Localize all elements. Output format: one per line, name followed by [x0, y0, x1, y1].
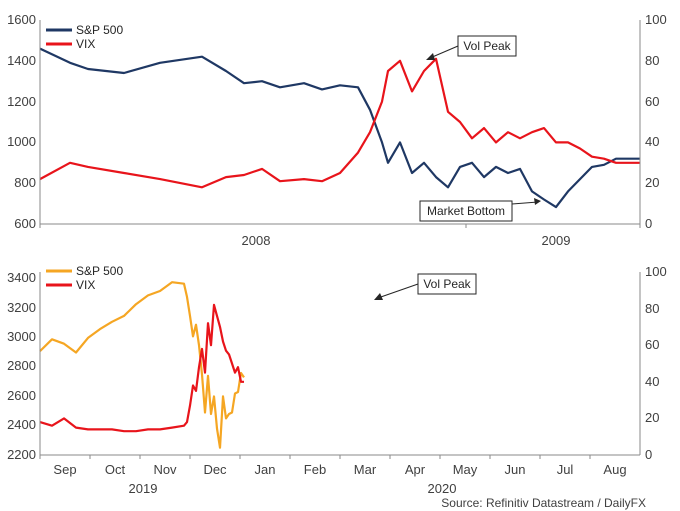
chart-top: 600 800 1000 1200 1400 1600 0 20 40 60 8… [7, 12, 667, 248]
annotation-arrow [429, 45, 459, 59]
bottom-ytick-left: 3200 [7, 300, 36, 315]
annotation-box [419, 200, 513, 222]
bottom-ytick-left: 2400 [7, 417, 36, 432]
bottom-ytick-right: 40 [645, 374, 659, 389]
bottom-legend: S&P 500 VIX [46, 264, 123, 292]
bottom-ytick-right: 100 [645, 264, 667, 279]
top-ytick-left: 1600 [7, 12, 36, 27]
year-label-2019: 2019 [129, 481, 158, 496]
top-ytick-right: 20 [645, 175, 659, 190]
top-plot-marks [39, 47, 640, 209]
year-label-2020: 2020 [428, 481, 457, 496]
bottom-xtick-label: Mar [354, 462, 377, 477]
annotation-label: Market Bottom [427, 204, 505, 218]
annotation-vol-peak-bottom: Vol Peak [374, 273, 477, 300]
legend-label-sp500: S&P 500 [76, 23, 123, 37]
series-line-vix [39, 303, 244, 433]
bottom-xtick-label: Jul [557, 462, 574, 477]
bottom-xtick-label: Feb [304, 462, 326, 477]
bottom-plot-marks [39, 281, 245, 449]
bottom-x-ticks: Sep Oct Nov Dec Jan Feb Mar Apr May Jun Jul Aug [39, 455, 627, 477]
series-line-s-p-500 [39, 281, 245, 449]
top-ytick-right: 40 [645, 134, 659, 149]
top-ytick-left: 800 [14, 175, 36, 190]
annotation-label: Vol Peak [423, 277, 471, 291]
series-line-s-p-500 [39, 47, 640, 209]
bottom-xtick-label: Oct [105, 462, 126, 477]
bottom-ytick-left: 2200 [7, 447, 36, 462]
annotation-vol-peak-top: Vol Peak [426, 35, 517, 60]
bottom-ytick-right: 60 [645, 337, 659, 352]
top-legend: S&P 500 VIX [46, 23, 123, 51]
annotation-box [457, 35, 517, 57]
top-ytick-left: 600 [14, 216, 36, 231]
bottom-xtick-label: Jun [505, 462, 526, 477]
series-line-vix [39, 57, 640, 189]
annotation-arrow [377, 283, 419, 299]
top-ytick-left: 1200 [7, 94, 36, 109]
top-xtick-label: 2008 [242, 233, 271, 248]
top-ytick-right: 0 [645, 216, 652, 231]
top-ytick-right: 80 [645, 53, 659, 68]
top-ytick-right: 100 [645, 12, 667, 27]
top-ytick-right: 60 [645, 94, 659, 109]
top-ytick-left: 1400 [7, 53, 36, 68]
annotation-arrowhead [374, 293, 383, 300]
annotation-market-bottom: Market Bottom [419, 198, 541, 222]
annotation-arrow [511, 201, 539, 205]
bottom-xtick-label: Dec [203, 462, 227, 477]
annotation-arrowhead [534, 198, 541, 205]
bottom-xtick-label: Apr [405, 462, 426, 477]
bottom-ytick-left: 2800 [7, 358, 36, 373]
bottom-xtick-label: Aug [603, 462, 626, 477]
annotation-arrowhead [426, 53, 435, 60]
bottom-ytick-left: 3000 [7, 329, 36, 344]
legend-label-sp500: S&P 500 [76, 264, 123, 278]
bottom-ytick-right: 20 [645, 410, 659, 425]
annotation-label: Vol Peak [463, 39, 511, 53]
bottom-ytick-right: 0 [645, 447, 652, 462]
bottom-ytick-right: 80 [645, 301, 659, 316]
bottom-xtick-label: Nov [153, 462, 177, 477]
bottom-xtick-label: Jan [255, 462, 276, 477]
bottom-xtick-label: May [453, 462, 478, 477]
top-ytick-left: 1000 [7, 134, 36, 149]
legend-label-vix: VIX [76, 37, 95, 51]
bottom-ytick-left: 3400 [7, 270, 36, 285]
top-xtick-label: 2009 [542, 233, 571, 248]
chart-bottom: 2200 2400 2600 2800 3000 3200 3400 0 20 … [7, 264, 667, 496]
legend-label-vix: VIX [76, 278, 95, 292]
source-note: Source: Refinitiv Datastream / DailyFX [441, 496, 646, 510]
annotation-box [417, 273, 477, 295]
bottom-xtick-label: Sep [53, 462, 76, 477]
bottom-ytick-left: 2600 [7, 388, 36, 403]
